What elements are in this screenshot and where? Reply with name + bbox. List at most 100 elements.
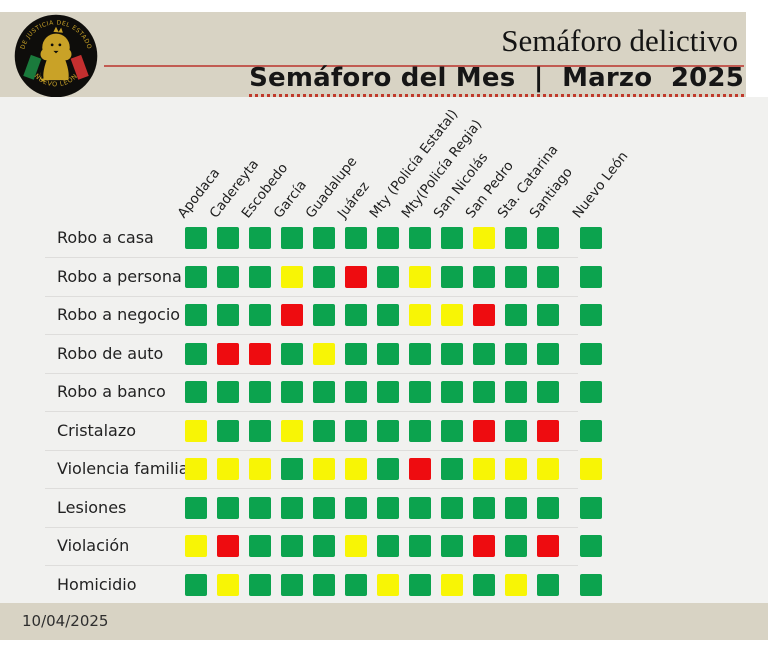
fiscalia-lion-logo: DE JUSTICIA DEL ESTADO NUEVO LEÓN: [14, 14, 98, 98]
matrix-cell: [580, 343, 602, 365]
matrix-cell: [345, 497, 367, 519]
matrix-cell: [249, 343, 271, 365]
row-divider: [45, 296, 578, 297]
matrix-cell: [505, 266, 527, 288]
matrix-cell: [377, 343, 399, 365]
matrix-cell: [441, 304, 463, 326]
row-label: Homicidio: [57, 575, 137, 594]
matrix-cell: [580, 266, 602, 288]
matrix-cell: [473, 420, 495, 442]
matrix-cell: [217, 266, 239, 288]
matrix-cell: [473, 343, 495, 365]
row-divider: [45, 488, 578, 489]
matrix-cell: [377, 227, 399, 249]
matrix-cell: [313, 381, 335, 403]
matrix-cell: [580, 535, 602, 557]
matrix-cell: [377, 535, 399, 557]
matrix-cell: [441, 227, 463, 249]
matrix-cell: [185, 535, 207, 557]
matrix-cell: [441, 381, 463, 403]
matrix-cell: [377, 458, 399, 480]
matrix-cell: [473, 227, 495, 249]
matrix-cell: [185, 227, 207, 249]
matrix-cell: [537, 343, 559, 365]
matrix-cell: [409, 266, 431, 288]
matrix-cell: [409, 420, 431, 442]
matrix-cell: [537, 535, 559, 557]
matrix-cell: [441, 535, 463, 557]
matrix-cell: [473, 381, 495, 403]
matrix-cell: [217, 497, 239, 519]
matrix-cell: [313, 535, 335, 557]
matrix-cell: [313, 227, 335, 249]
matrix-cell: [345, 420, 367, 442]
matrix-cell: [217, 574, 239, 596]
row-label: Robo a casa: [57, 228, 154, 247]
footer-date: 10/04/2025: [22, 612, 109, 630]
matrix-cell: [313, 343, 335, 365]
column-header: Nuevo León: [569, 148, 632, 222]
matrix-cell: [249, 458, 271, 480]
header-rule-line: [104, 65, 744, 67]
matrix-cell: [281, 420, 303, 442]
matrix-cell: [185, 574, 207, 596]
matrix-cell: [377, 574, 399, 596]
matrix-cell: [505, 458, 527, 480]
matrix-cell: [505, 420, 527, 442]
matrix-cell: [345, 381, 367, 403]
matrix-cell: [281, 458, 303, 480]
logo-red-flag-shape: [70, 54, 89, 80]
matrix-cell: [537, 574, 559, 596]
matrix-cell: [185, 497, 207, 519]
matrix-cell: [217, 227, 239, 249]
matrix-cell: [281, 227, 303, 249]
matrix-cell: [377, 381, 399, 403]
matrix-cell: [185, 420, 207, 442]
matrix-cell: [505, 535, 527, 557]
page-title: Semáforo delictivo: [501, 23, 738, 58]
matrix-cell: [185, 266, 207, 288]
matrix-cell: [537, 420, 559, 442]
matrix-cell: [345, 343, 367, 365]
matrix-cell: [249, 535, 271, 557]
matrix-cell: [217, 343, 239, 365]
lion-icon: [39, 26, 72, 82]
matrix-cell: [580, 574, 602, 596]
row-label: Violencia familiar: [57, 459, 196, 478]
matrix-cell: [473, 535, 495, 557]
matrix-cell: [505, 381, 527, 403]
header-band: DE JUSTICIA DEL ESTADO NUEVO LEÓN Semáfo…: [0, 12, 746, 98]
matrix-cell: [580, 497, 602, 519]
matrix-cell: [409, 381, 431, 403]
matrix-cell: [281, 266, 303, 288]
matrix-cell: [537, 266, 559, 288]
matrix-cell: [505, 343, 527, 365]
matrix-cell: [281, 343, 303, 365]
row-label: Robo de auto: [57, 344, 164, 363]
matrix-cell: [249, 574, 271, 596]
matrix-cell: [345, 535, 367, 557]
matrix-cell: [377, 420, 399, 442]
matrix-cell: [217, 381, 239, 403]
matrix-cell: [185, 304, 207, 326]
matrix-cell: [580, 420, 602, 442]
matrix-cell: [473, 574, 495, 596]
matrix-cell: [409, 574, 431, 596]
matrix-cell: [505, 227, 527, 249]
matrix-cell: [185, 381, 207, 403]
matrix-cell: [409, 497, 431, 519]
matrix-cell: [441, 458, 463, 480]
row-label: Robo a negocio: [57, 305, 181, 324]
row-divider: [45, 450, 578, 451]
row-label: Lesiones: [57, 498, 127, 517]
matrix-cell: [441, 343, 463, 365]
matrix-cell: [377, 497, 399, 519]
matrix-cell: [409, 458, 431, 480]
subtitle-wrap: Semáforo del Mes | Marzo 2025: [130, 63, 744, 97]
matrix-cell: [313, 266, 335, 288]
matrix-cell: [537, 458, 559, 480]
page-subtitle: Semáforo del Mes | Marzo 2025: [249, 63, 744, 97]
matrix-cell: [580, 381, 602, 403]
row-divider: [45, 411, 578, 412]
heatmap-area: Apodaca Cadereyta Escobedo García Guadalupe J…: [0, 97, 768, 603]
